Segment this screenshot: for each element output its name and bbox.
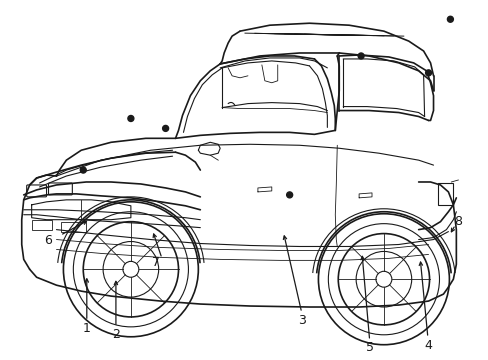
Text: 3: 3: [297, 314, 305, 327]
Text: 5: 5: [365, 341, 373, 354]
Text: 2: 2: [112, 328, 120, 341]
Text: 6: 6: [44, 234, 52, 247]
Bar: [32, 220, 51, 230]
Text: 4: 4: [423, 338, 431, 351]
Bar: [61, 222, 86, 231]
Circle shape: [447, 16, 452, 22]
Circle shape: [128, 116, 134, 121]
Circle shape: [286, 192, 292, 198]
Text: 8: 8: [453, 215, 461, 228]
Circle shape: [357, 53, 364, 59]
Circle shape: [425, 70, 431, 76]
Text: 7: 7: [152, 256, 160, 269]
Bar: [438, 183, 452, 205]
Text: 1: 1: [82, 322, 91, 335]
Circle shape: [163, 125, 168, 131]
Circle shape: [80, 167, 86, 173]
